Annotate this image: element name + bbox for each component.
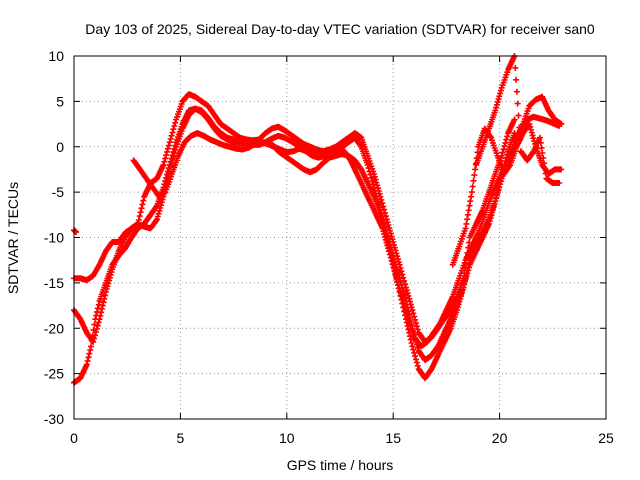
y-tick-label: 0: [56, 139, 64, 155]
y-tick-label: -5: [52, 184, 65, 200]
series-pass-7: [71, 227, 80, 236]
data-series: [71, 53, 565, 386]
x-tick-label: 25: [598, 430, 614, 446]
y-tick-label: -10: [44, 230, 64, 246]
x-tick-label: 20: [492, 430, 508, 446]
y-tick-label: -25: [44, 366, 64, 382]
chart-title: Day 103 of 2025, Sidereal Day-to-day VTE…: [85, 21, 595, 37]
chart-grid: [74, 56, 606, 419]
plot-frame: [73, 55, 607, 420]
x-tick-label: 10: [279, 430, 295, 446]
y-tick-label: 10: [48, 48, 64, 64]
x-axis-label: GPS time / hours: [287, 457, 394, 473]
series-markers: [71, 227, 80, 236]
x-tick-label: 0: [70, 430, 78, 446]
y-axis-label: SDTVAR / TECUs: [5, 182, 21, 294]
x-tick-label: 15: [385, 430, 401, 446]
y-tick-label: -15: [44, 275, 64, 291]
series-pass-6: [449, 121, 565, 268]
y-axis-ticks: -30 -25 -20 -15 -10 -5 0 5 10: [44, 48, 606, 427]
y-tick-label: -30: [44, 411, 64, 427]
series-markers: [449, 121, 565, 268]
y-tick-label: -20: [44, 320, 64, 336]
x-tick-label: 5: [177, 430, 185, 446]
series-markers: [71, 105, 518, 363]
series-pass-2: [71, 105, 518, 363]
y-tick-label: 5: [56, 93, 64, 109]
